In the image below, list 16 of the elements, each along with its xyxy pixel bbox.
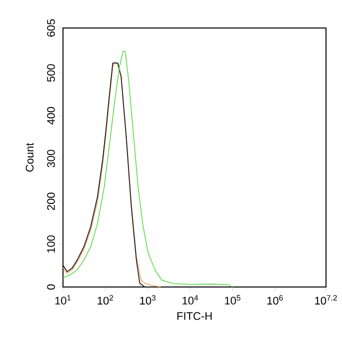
y-tick-label: 200 [47, 192, 55, 210]
y-tick-label: 605 [47, 19, 55, 37]
x-tick-label: 10$^{1}$ [55, 295, 71, 305]
y-tick-label: 400 [47, 107, 55, 125]
x-tick-label: 10$^{4}$ [182, 295, 198, 305]
y-tick-label: 0 [47, 284, 55, 290]
y-tick-label: 100 [47, 235, 55, 253]
x-tick-label: 10$^{2}$ [98, 295, 114, 305]
x-tick-label: 10$^{7.2}$ [315, 295, 337, 305]
x-axis-title: FITC-H [177, 312, 212, 320]
x-tick-label: 10$^{3}$ [140, 295, 156, 305]
y-tick-label: 300 [47, 150, 55, 168]
y-tick-label: 500 [47, 64, 55, 82]
x-tick-label: 10$^{5}$ [225, 295, 240, 305]
y-axis-title: Count [26, 142, 34, 172]
x-tick-label: 10$^{6}$ [267, 295, 283, 305]
